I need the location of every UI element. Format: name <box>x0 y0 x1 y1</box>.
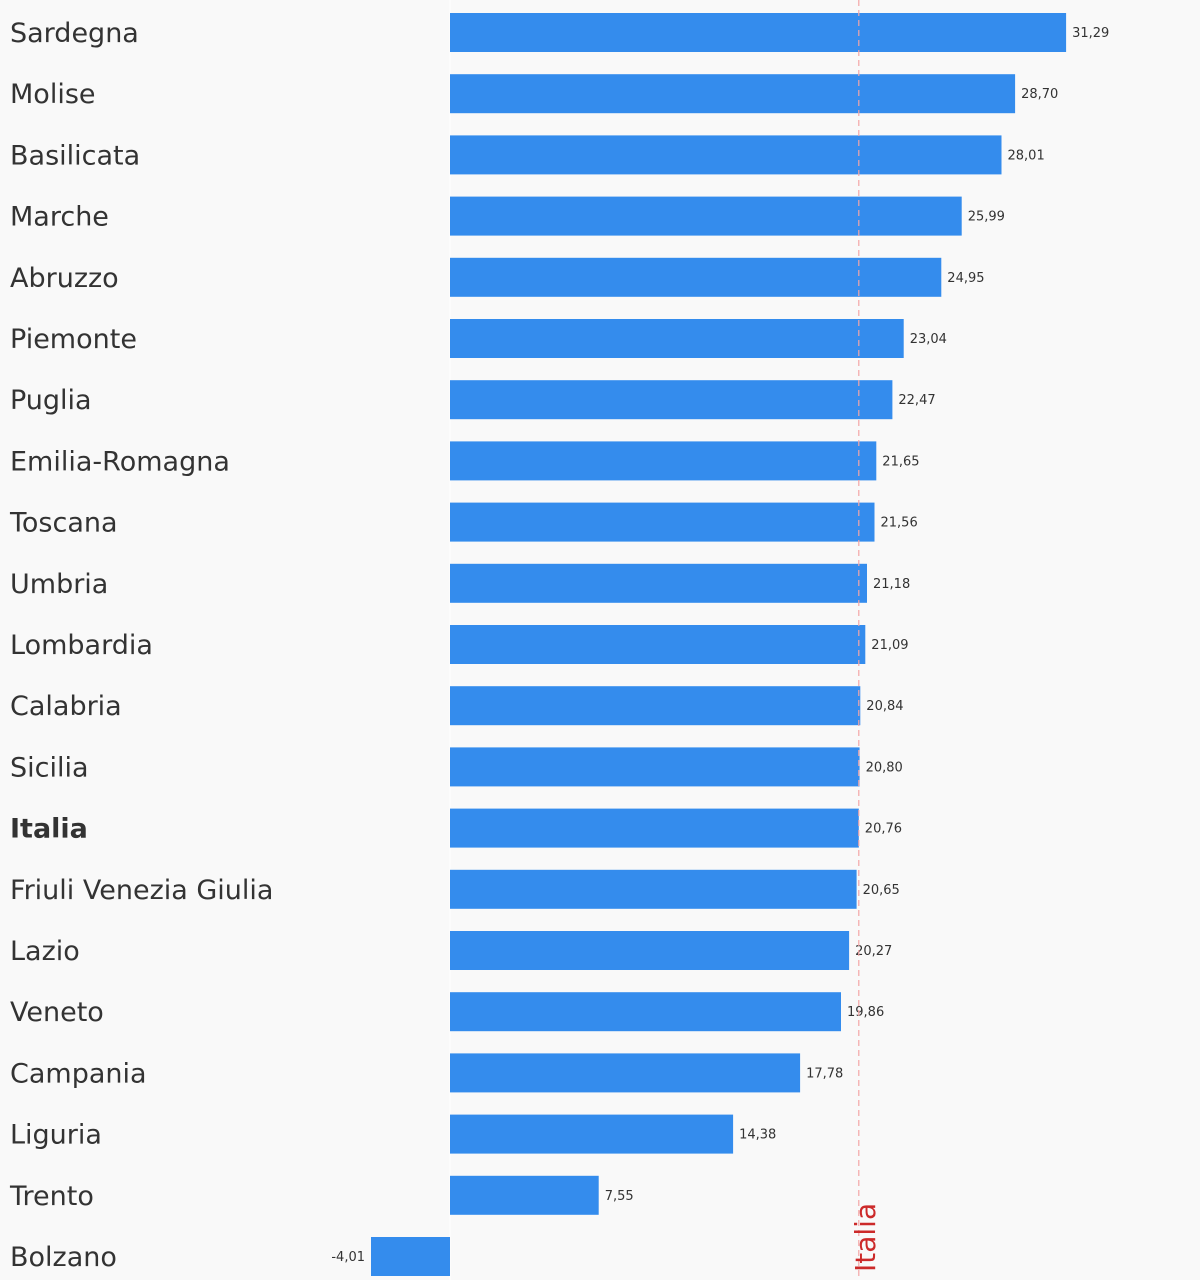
category-label-friuli-venezia-giulia: Friuli Venezia Giulia <box>10 875 273 906</box>
value-label-puglia: 22,47 <box>898 393 935 408</box>
bars-layer <box>371 13 1067 1276</box>
category-label-calabria: Calabria <box>10 691 122 722</box>
category-label-umbria: Umbria <box>10 569 108 600</box>
value-label-sardegna: 31,29 <box>1072 26 1109 41</box>
category-label-molise: Molise <box>10 79 96 110</box>
value-label-veneto: 19,86 <box>847 1005 884 1020</box>
category-label-veneto: Veneto <box>10 997 104 1028</box>
category-label-abruzzo: Abruzzo <box>10 263 119 294</box>
value-label-emilia-romagna: 21,65 <box>882 454 919 469</box>
category-label-toscana: Toscana <box>9 508 118 539</box>
category-label-lazio: Lazio <box>10 936 80 967</box>
bar-bolzano <box>371 1237 450 1276</box>
value-label-trento: 7,55 <box>605 1189 634 1204</box>
bar-italia <box>450 808 859 848</box>
value-label-molise: 28,70 <box>1021 87 1058 102</box>
bar-abruzzo <box>450 257 942 297</box>
bar-liguria <box>450 1114 734 1154</box>
bar-sicilia <box>450 747 860 787</box>
bar-lombardia <box>450 625 866 664</box>
value-label-friuli-venezia-giulia: 20,65 <box>863 883 900 898</box>
value-label-abruzzo: 24,95 <box>947 271 984 286</box>
bar-basilicata <box>450 135 1002 175</box>
bar-lazio <box>450 931 850 970</box>
category-labels: Sardegna Molise Basilicata Marche Abruzzo Pie… <box>9 18 273 1273</box>
bar-emilia-romagna <box>450 441 877 481</box>
bar-piemonte <box>450 319 904 358</box>
bar-veneto <box>450 992 841 1032</box>
reference-line-label: Italia <box>849 1203 882 1272</box>
category-label-italia: Italia <box>10 814 88 845</box>
bar-sardegna <box>450 13 1067 52</box>
value-labels: 31,29 28,70 28,01 25,99 24,95 23,04 22,47 21,65… <box>331 26 1109 1265</box>
value-label-sicilia: 20,80 <box>866 760 903 775</box>
category-label-emilia-romagna: Emilia-Romagna <box>10 446 230 477</box>
category-label-campania: Campania <box>10 1058 147 1089</box>
category-label-sicilia: Sicilia <box>10 752 89 783</box>
bar-trento <box>450 1175 599 1215</box>
bar-calabria <box>450 686 861 726</box>
category-label-basilicata: Basilicata <box>10 140 140 171</box>
category-label-liguria: Liguria <box>10 1120 102 1151</box>
category-label-lombardia: Lombardia <box>10 630 153 661</box>
value-label-liguria: 14,38 <box>739 1128 776 1143</box>
bar-friuli-venezia-giulia <box>450 869 857 909</box>
value-label-umbria: 21,18 <box>873 577 910 592</box>
category-label-puglia: Puglia <box>10 385 92 416</box>
value-label-calabria: 20,84 <box>866 699 903 714</box>
category-label-marche: Marche <box>10 202 109 233</box>
bar-molise <box>450 74 1016 114</box>
value-label-toscana: 21,56 <box>881 516 918 531</box>
value-label-piemonte: 23,04 <box>910 332 947 347</box>
bar-umbria <box>450 563 867 603</box>
bar-toscana <box>450 502 875 542</box>
bar-marche <box>450 196 962 236</box>
value-label-bolzano: -4,01 <box>331 1250 365 1265</box>
bar-puglia <box>450 380 893 420</box>
value-label-marche: 25,99 <box>968 210 1005 225</box>
category-label-piemonte: Piemonte <box>10 324 137 355</box>
bar-campania <box>450 1053 801 1093</box>
value-label-lombardia: 21,09 <box>871 638 908 653</box>
value-label-lazio: 20,27 <box>855 944 892 959</box>
category-label-trento: Trento <box>9 1181 94 1212</box>
value-label-campania: 17,78 <box>806 1066 843 1081</box>
value-label-basilicata: 28,01 <box>1008 148 1045 163</box>
category-label-bolzano: Bolzano <box>10 1242 117 1273</box>
value-label-italia: 20,76 <box>865 822 902 837</box>
category-label-sardegna: Sardegna <box>10 18 139 49</box>
